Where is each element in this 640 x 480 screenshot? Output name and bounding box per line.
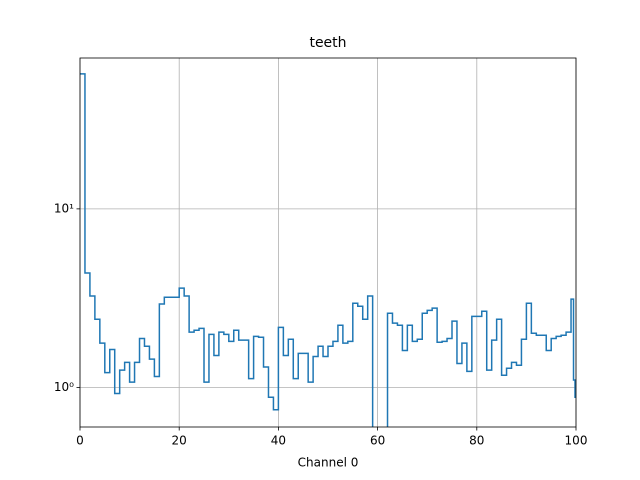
x-tick-label: 60	[370, 434, 385, 448]
x-tick-label: 20	[172, 434, 187, 448]
x-tick-label: 100	[565, 434, 588, 448]
x-tick-label: 80	[469, 434, 484, 448]
chart-title: teeth	[309, 35, 346, 51]
data-line	[80, 73, 576, 427]
x-tick-label: 0	[76, 434, 84, 448]
y-tick-label: 10⁰	[54, 380, 74, 394]
x-tick-label: 40	[271, 434, 286, 448]
y-tick-label: 10¹	[54, 201, 74, 215]
x-axis-label: Channel 0	[298, 456, 359, 470]
plot-frame	[79, 57, 577, 428]
